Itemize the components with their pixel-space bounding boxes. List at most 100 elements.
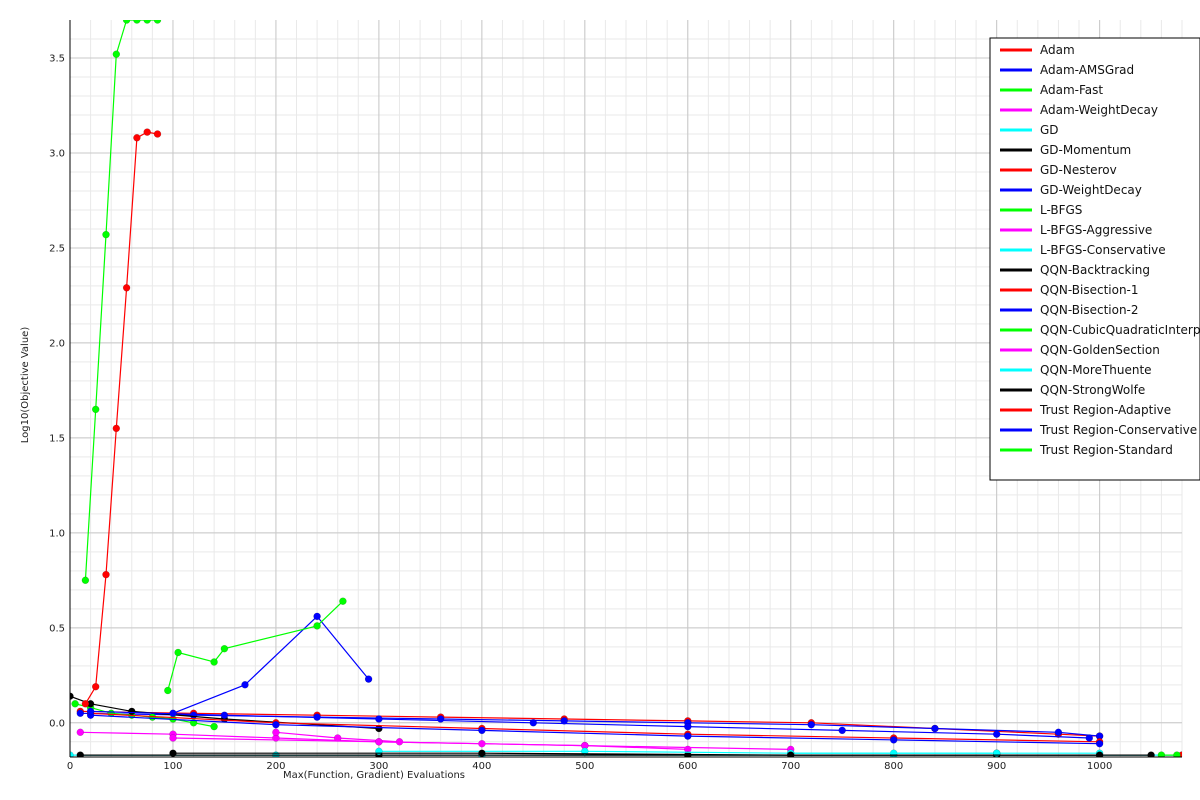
legend-label: L-BFGS	[1040, 203, 1082, 217]
series-point	[992, 730, 1001, 738]
x-tick-label: 100	[163, 761, 182, 772]
series-point	[375, 715, 383, 723]
series-point	[436, 715, 445, 723]
series-point	[889, 736, 898, 744]
x-tick-label: 200	[266, 761, 285, 772]
series-point	[112, 50, 121, 58]
series-point	[169, 734, 177, 742]
series-point	[1157, 751, 1166, 757]
series-point	[1095, 739, 1104, 748]
series-point	[81, 700, 90, 708]
series-point	[272, 720, 280, 729]
y-tick-labels: 0.0 0.5 1.0 1.5 2.0 2.5 3.0 3.5	[49, 53, 65, 729]
legend-label: GD-Momentum	[1040, 143, 1131, 157]
series-point	[1147, 751, 1155, 757]
series-point	[164, 686, 172, 695]
x-tick-label: 0	[67, 761, 73, 772]
series-point	[220, 644, 229, 653]
series-point	[931, 724, 939, 733]
series-point	[76, 709, 85, 718]
series-point	[375, 738, 383, 746]
x-axis-title: Max(Function, Gradient) Evaluations	[283, 770, 465, 781]
series-line	[84, 131, 158, 705]
series-point	[133, 20, 141, 24]
legend-label: Trust Region-Standard	[1039, 443, 1173, 457]
series-point	[529, 719, 538, 727]
series-line	[90, 710, 1090, 739]
series-point	[684, 732, 692, 740]
y-tick-label: 3.0	[49, 148, 65, 159]
series-point	[71, 700, 79, 708]
series-line	[90, 714, 1100, 745]
series-point	[375, 724, 383, 733]
legend-label: QQN-Bisection-1	[1040, 283, 1139, 297]
legend-label: QQN-Backtracking	[1040, 263, 1150, 277]
series-point	[364, 675, 373, 683]
legend-label: L-BFGS-Aggressive	[1040, 223, 1152, 237]
x-tick-label: 900	[987, 761, 1006, 772]
x-tick-label: 400	[472, 761, 491, 772]
series-point	[91, 682, 100, 691]
series-line	[84, 20, 158, 581]
y-tick-label: 1.5	[49, 433, 65, 444]
series-point	[112, 424, 121, 433]
series-point	[339, 597, 347, 605]
series-point	[91, 405, 100, 414]
y-tick-label: 1.0	[49, 528, 65, 539]
legend-label: Trust Region-Conservative	[1039, 423, 1197, 437]
legend-label: L-BFGS-Conservative	[1040, 243, 1166, 257]
series-point	[70, 751, 74, 757]
series-point	[478, 749, 486, 757]
legend: Adam Adam-AMSGrad Adam-Fast Adam-WeightDeca…	[989, 37, 1200, 481]
x-tick-label: 800	[884, 761, 903, 772]
series-point	[76, 751, 85, 757]
legend-label: QQN-GoldenSection	[1040, 343, 1160, 357]
series-point	[128, 707, 136, 716]
series-point	[153, 130, 162, 138]
y-tick-label: 0.5	[49, 623, 65, 634]
series-point	[786, 751, 795, 757]
series-point	[102, 570, 110, 579]
series-line	[90, 712, 1100, 743]
series-point	[143, 128, 151, 136]
series-line	[172, 737, 791, 750]
legend-label: Trust Region-Adaptive	[1039, 403, 1171, 417]
series-point	[313, 612, 321, 621]
series-point	[189, 711, 198, 719]
series-point	[122, 20, 131, 24]
x-tick-label: 700	[781, 761, 800, 772]
series-point	[1095, 751, 1104, 757]
legend-label: GD-WeightDecay	[1040, 183, 1142, 197]
series-point	[241, 681, 249, 689]
series-point	[807, 720, 816, 729]
series-point	[684, 722, 692, 731]
y-tick-label: 3.5	[49, 53, 65, 64]
series-point	[220, 711, 229, 719]
series-point	[86, 707, 95, 716]
x-tick-label: 500	[575, 761, 594, 772]
series-point	[81, 576, 90, 585]
legend-label: QQN-Bisection-2	[1040, 303, 1139, 317]
series-line	[172, 615, 370, 714]
series-line	[173, 752, 1100, 756]
legend-label: Adam-AMSGrad	[1040, 63, 1134, 77]
legend-label: Adam-Fast	[1040, 83, 1103, 97]
legend-label: GD-Nesterov	[1040, 163, 1117, 177]
legend-label: GD	[1040, 123, 1059, 137]
series-point	[1173, 751, 1181, 757]
x-tick-label: 1000	[1087, 761, 1112, 772]
series-point	[133, 134, 141, 142]
series-group	[70, 20, 1182, 757]
axes	[69, 20, 1182, 758]
series-point	[838, 726, 846, 735]
legend-label: Adam	[1040, 43, 1075, 57]
x-tick-labels: 0 100 200 300 400 500 600 700 800 900 1000	[67, 761, 1113, 772]
x-tick-label: 600	[678, 761, 697, 772]
legend-label: Adam-WeightDecay	[1040, 103, 1158, 117]
series-point	[153, 20, 162, 24]
series-point	[581, 747, 589, 756]
y-tick-label: 2.5	[49, 243, 65, 254]
series-point	[169, 749, 177, 757]
series-point	[70, 692, 74, 700]
